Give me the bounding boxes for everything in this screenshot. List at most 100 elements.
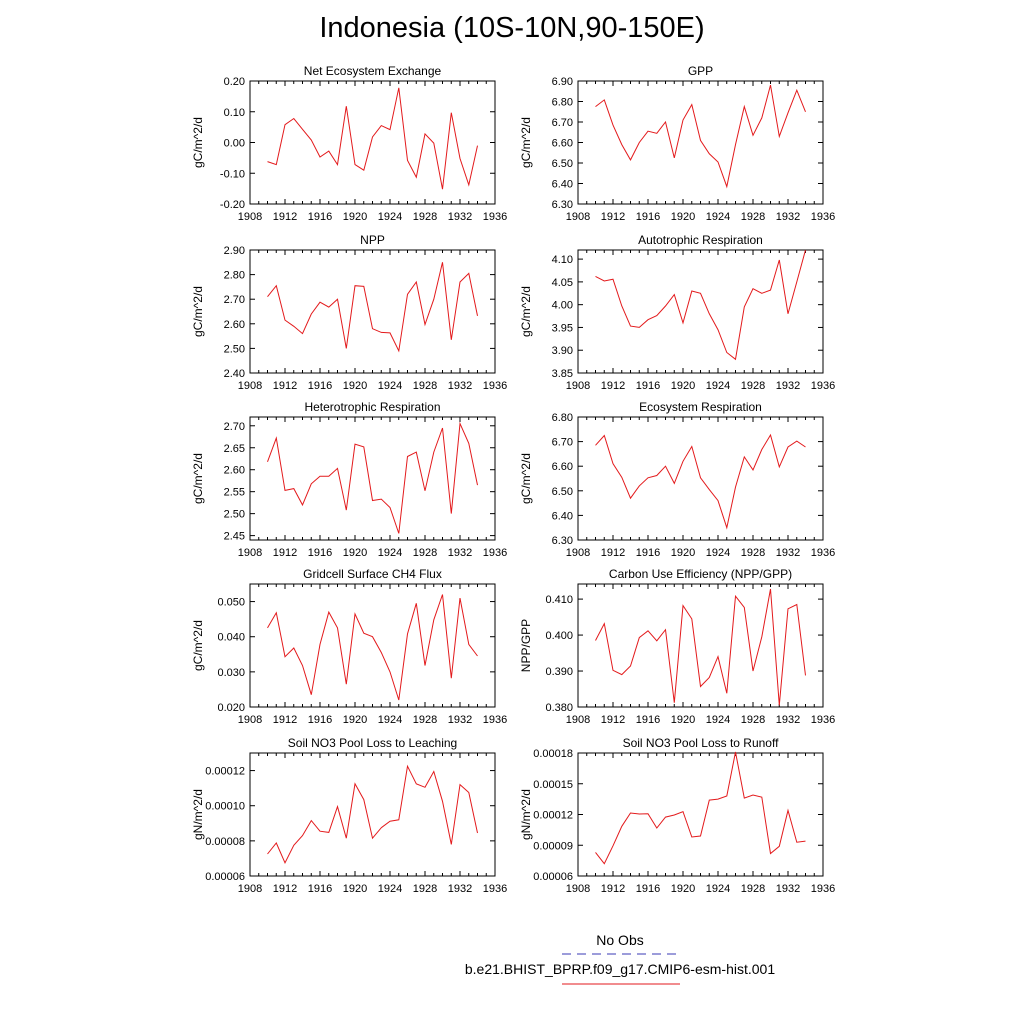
x-tick-label: 1932 bbox=[448, 883, 472, 895]
x-tick-label: 1908 bbox=[566, 211, 590, 223]
panel-title: Soil NO3 Pool Loss to Runoff bbox=[623, 736, 780, 750]
y-tick-label: 3.90 bbox=[552, 345, 573, 357]
y-tick-label: 0.00006 bbox=[533, 871, 573, 883]
x-tick-label: 1928 bbox=[741, 380, 765, 392]
y-tick-label: 6.60 bbox=[552, 138, 573, 150]
y-tick-label: 2.40 bbox=[224, 368, 245, 380]
x-tick-label: 1916 bbox=[636, 547, 660, 559]
x-tick-label: 1924 bbox=[378, 714, 402, 726]
x-tick-label: 1928 bbox=[741, 714, 765, 726]
y-axis-label: gN/m^2/d bbox=[191, 789, 205, 840]
page-title: Indonesia (10S-10N,90-150E) bbox=[319, 12, 705, 44]
y-tick-label: 2.55 bbox=[224, 487, 245, 499]
y-tick-label: 4.00 bbox=[552, 300, 573, 312]
x-tick-label: 1932 bbox=[776, 547, 800, 559]
x-tick-label: 1908 bbox=[238, 380, 262, 392]
y-tick-label: 0.410 bbox=[545, 594, 573, 606]
x-tick-label: 1932 bbox=[776, 883, 800, 895]
x-tick-label: 1928 bbox=[413, 714, 437, 726]
x-tick-label: 1912 bbox=[601, 211, 625, 223]
y-tick-label: 0.00 bbox=[224, 138, 245, 150]
x-tick-label: 1928 bbox=[741, 547, 765, 559]
chart-panel-2: GPP gC/m^2/d 1908 1912 1916 1920 1924 1928 1932 1… bbox=[519, 64, 835, 223]
y-axis-label: gC/m^2/d bbox=[519, 286, 533, 337]
chart-panel-3: NPP gC/m^2/d 1908 1912 1916 1920 1924 1928 1932 1… bbox=[191, 233, 507, 392]
y-tick-label: 6.70 bbox=[552, 117, 573, 129]
series-line bbox=[267, 87, 478, 190]
chart-panel-4: Autotrophic Respiration gC/m^2/d 1908 1912 1… bbox=[519, 233, 835, 392]
y-tick-label: 0.020 bbox=[217, 702, 245, 714]
x-tick-label: 1920 bbox=[343, 714, 367, 726]
y-tick-label: 6.80 bbox=[552, 412, 573, 424]
chart-panel-7: Gridcell Surface CH4 Flux gC/m^2/d 1908 191… bbox=[191, 567, 507, 726]
series-line bbox=[595, 249, 806, 361]
x-tick-label: 1908 bbox=[566, 883, 590, 895]
x-tick-label: 1924 bbox=[706, 380, 730, 392]
x-tick-label: 1936 bbox=[811, 883, 835, 895]
series-line bbox=[595, 433, 806, 530]
y-tick-label: 6.70 bbox=[552, 437, 573, 449]
y-tick-label: 2.60 bbox=[224, 465, 245, 477]
x-tick-label: 1920 bbox=[343, 883, 367, 895]
legend-obs-label: No Obs bbox=[596, 932, 644, 948]
x-tick-label: 1936 bbox=[811, 211, 835, 223]
y-axis-label: NPP/GPP bbox=[519, 619, 533, 672]
x-tick-label: 1928 bbox=[413, 883, 437, 895]
panel-title: Gridcell Surface CH4 Flux bbox=[303, 567, 442, 581]
x-tick-label: 1916 bbox=[308, 883, 332, 895]
y-tick-label: 0.00012 bbox=[533, 810, 573, 822]
x-tick-label: 1936 bbox=[811, 714, 835, 726]
y-tick-label: 6.40 bbox=[552, 510, 573, 522]
y-axis-label: gC/m^2/d bbox=[191, 453, 205, 504]
y-tick-label: 6.90 bbox=[552, 76, 573, 88]
x-tick-label: 1912 bbox=[273, 211, 297, 223]
plot-frame bbox=[577, 583, 824, 708]
y-tick-label: 6.50 bbox=[552, 486, 573, 498]
y-tick-label: 2.50 bbox=[224, 343, 245, 355]
y-tick-label: -0.10 bbox=[220, 168, 245, 180]
x-tick-label: 1916 bbox=[308, 380, 332, 392]
x-tick-label: 1912 bbox=[273, 547, 297, 559]
plot-frame bbox=[249, 583, 496, 708]
x-tick-label: 1908 bbox=[566, 547, 590, 559]
plot-frame bbox=[249, 416, 496, 541]
x-tick-label: 1916 bbox=[308, 714, 332, 726]
y-tick-label: 0.00010 bbox=[205, 801, 245, 813]
x-tick-label: 1924 bbox=[706, 714, 730, 726]
x-tick-label: 1908 bbox=[238, 714, 262, 726]
x-tick-label: 1928 bbox=[413, 547, 437, 559]
y-tick-label: 4.05 bbox=[552, 277, 573, 289]
x-tick-label: 1920 bbox=[671, 380, 695, 392]
plot-frame bbox=[577, 249, 824, 374]
series-line bbox=[267, 764, 478, 864]
y-tick-label: 2.50 bbox=[224, 509, 245, 521]
x-tick-label: 1924 bbox=[378, 547, 402, 559]
y-tick-label: 0.20 bbox=[224, 76, 245, 88]
y-tick-label: -0.20 bbox=[220, 199, 245, 211]
x-tick-label: 1912 bbox=[601, 714, 625, 726]
x-tick-label: 1920 bbox=[343, 211, 367, 223]
x-tick-label: 1928 bbox=[741, 211, 765, 223]
x-tick-label: 1932 bbox=[448, 547, 472, 559]
x-tick-label: 1924 bbox=[706, 883, 730, 895]
x-tick-label: 1932 bbox=[776, 211, 800, 223]
x-tick-label: 1936 bbox=[483, 714, 507, 726]
series-line bbox=[595, 588, 806, 706]
y-axis-label: gC/m^2/d bbox=[191, 117, 205, 168]
plot-frame bbox=[577, 80, 824, 205]
y-axis-label: gC/m^2/d bbox=[519, 117, 533, 168]
x-tick-label: 1924 bbox=[706, 211, 730, 223]
x-tick-label: 1932 bbox=[776, 714, 800, 726]
y-tick-label: 2.70 bbox=[224, 294, 245, 306]
x-tick-label: 1928 bbox=[741, 883, 765, 895]
chart-panel-6: Ecosystem Respiration gC/m^2/d 1908 1912 191… bbox=[519, 400, 835, 559]
y-tick-label: 6.60 bbox=[552, 461, 573, 473]
chart-panel-8: Carbon Use Efficiency (NPP/GPP) NPP/GPP 19… bbox=[519, 567, 835, 726]
x-tick-label: 1916 bbox=[636, 714, 660, 726]
y-tick-label: 4.10 bbox=[552, 254, 573, 266]
y-tick-label: 0.10 bbox=[224, 107, 245, 119]
y-axis-label: gC/m^2/d bbox=[191, 620, 205, 671]
y-tick-label: 2.90 bbox=[224, 245, 245, 257]
y-axis-label: gN/m^2/d bbox=[519, 789, 533, 840]
panel-title: Heterotrophic Respiration bbox=[304, 400, 440, 414]
